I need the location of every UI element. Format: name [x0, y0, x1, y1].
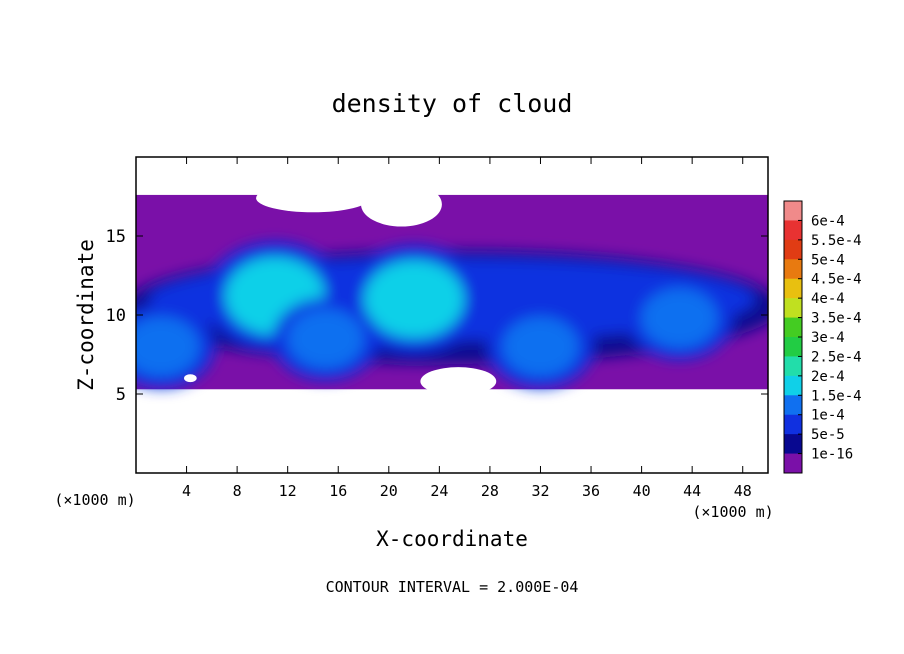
- x-tick-label: 44: [683, 482, 701, 500]
- colorbar-swatch: [784, 337, 802, 357]
- x-unit-left: (×1000 m): [54, 491, 135, 509]
- core-inner: [380, 273, 448, 326]
- colorbar-swatch: [784, 239, 802, 260]
- cloud-gap: [420, 367, 497, 396]
- cloud-gap: [360, 182, 442, 227]
- x-tick-label: 20: [380, 482, 398, 500]
- core-mid: [502, 316, 579, 377]
- colorbar-swatch: [784, 375, 802, 396]
- x-tick-label: 24: [430, 482, 448, 500]
- x-tick-label: 36: [582, 482, 600, 500]
- x-axis-label: X-coordinate: [376, 527, 528, 551]
- colorbar-label: 2.5e-4: [811, 349, 862, 365]
- colorbar-label: 1e-4: [811, 408, 845, 424]
- x-tick-label: 32: [531, 482, 549, 500]
- colorbar-swatch: [784, 278, 802, 299]
- colorbar-label: 3.5e-4: [811, 311, 862, 327]
- colorbar-swatch: [784, 317, 802, 338]
- contour-interval-note: CONTOUR INTERVAL = 2.000E-04: [326, 578, 579, 596]
- x-unit-right: (×1000 m): [692, 503, 773, 521]
- x-tick-label: 12: [279, 482, 297, 500]
- colorbar-label: 3e-4: [811, 330, 845, 346]
- core-mid: [136, 316, 200, 377]
- cloud-gap: [184, 374, 197, 383]
- cloud-cores: [136, 242, 768, 388]
- colorbar-label: 5e-5: [811, 427, 845, 443]
- colorbar: 6e-4 5.5e-4 5e-4 4.5e-4 4e-4 3.5e-4 3e-4 2.5e-4…: [783, 200, 862, 474]
- y-axis-label: Z-coordinate: [74, 239, 98, 391]
- colorbar-swatch: [784, 434, 802, 455]
- x-ticks: 4 8 12 16 20 24 28 32 36 40 44 48: [182, 157, 752, 500]
- colorbar-label: 5.5e-4: [811, 233, 862, 249]
- colorbar-swatch: [784, 220, 802, 241]
- y-ticks: 5 10 15: [106, 227, 768, 405]
- cloud-field: [136, 194, 768, 390]
- y-tick-label: 15: [106, 227, 126, 247]
- x-tick-label: 48: [734, 482, 752, 500]
- y-tick-label: 5: [116, 385, 126, 405]
- colorbar-label: 2e-4: [811, 369, 845, 385]
- colorbar-swatch: [784, 453, 802, 474]
- colorbar-swatch: [784, 356, 802, 377]
- colorbar-label: 1.5e-4: [811, 388, 862, 404]
- cloud-gap: [256, 183, 370, 213]
- colorbar-label: 5e-4: [811, 252, 845, 268]
- cloud-gaps: [184, 182, 497, 396]
- x-tick-label: 8: [233, 482, 242, 500]
- colorbar-label: 4e-4: [811, 291, 845, 307]
- x-tick-label: 16: [329, 482, 347, 500]
- core-mid: [287, 308, 364, 369]
- colorbar-swatch: [784, 259, 802, 280]
- x-tick-label: 40: [633, 482, 651, 500]
- colorbar-label: 6e-4: [811, 213, 845, 229]
- colorbar-label: 4.5e-4: [811, 272, 862, 288]
- colorbar-label: 1e-16: [811, 447, 853, 463]
- colorbar-swatch: [784, 298, 802, 319]
- colorbar-swatch: [784, 201, 802, 221]
- colorbar-swatch: [784, 414, 802, 435]
- chart-title: density of cloud: [332, 89, 573, 118]
- x-tick-label: 4: [182, 482, 191, 500]
- y-tick-label: 10: [106, 306, 126, 326]
- colorbar-swatch: [784, 395, 802, 416]
- x-tick-label: 28: [481, 482, 499, 500]
- core-mid: [641, 288, 718, 349]
